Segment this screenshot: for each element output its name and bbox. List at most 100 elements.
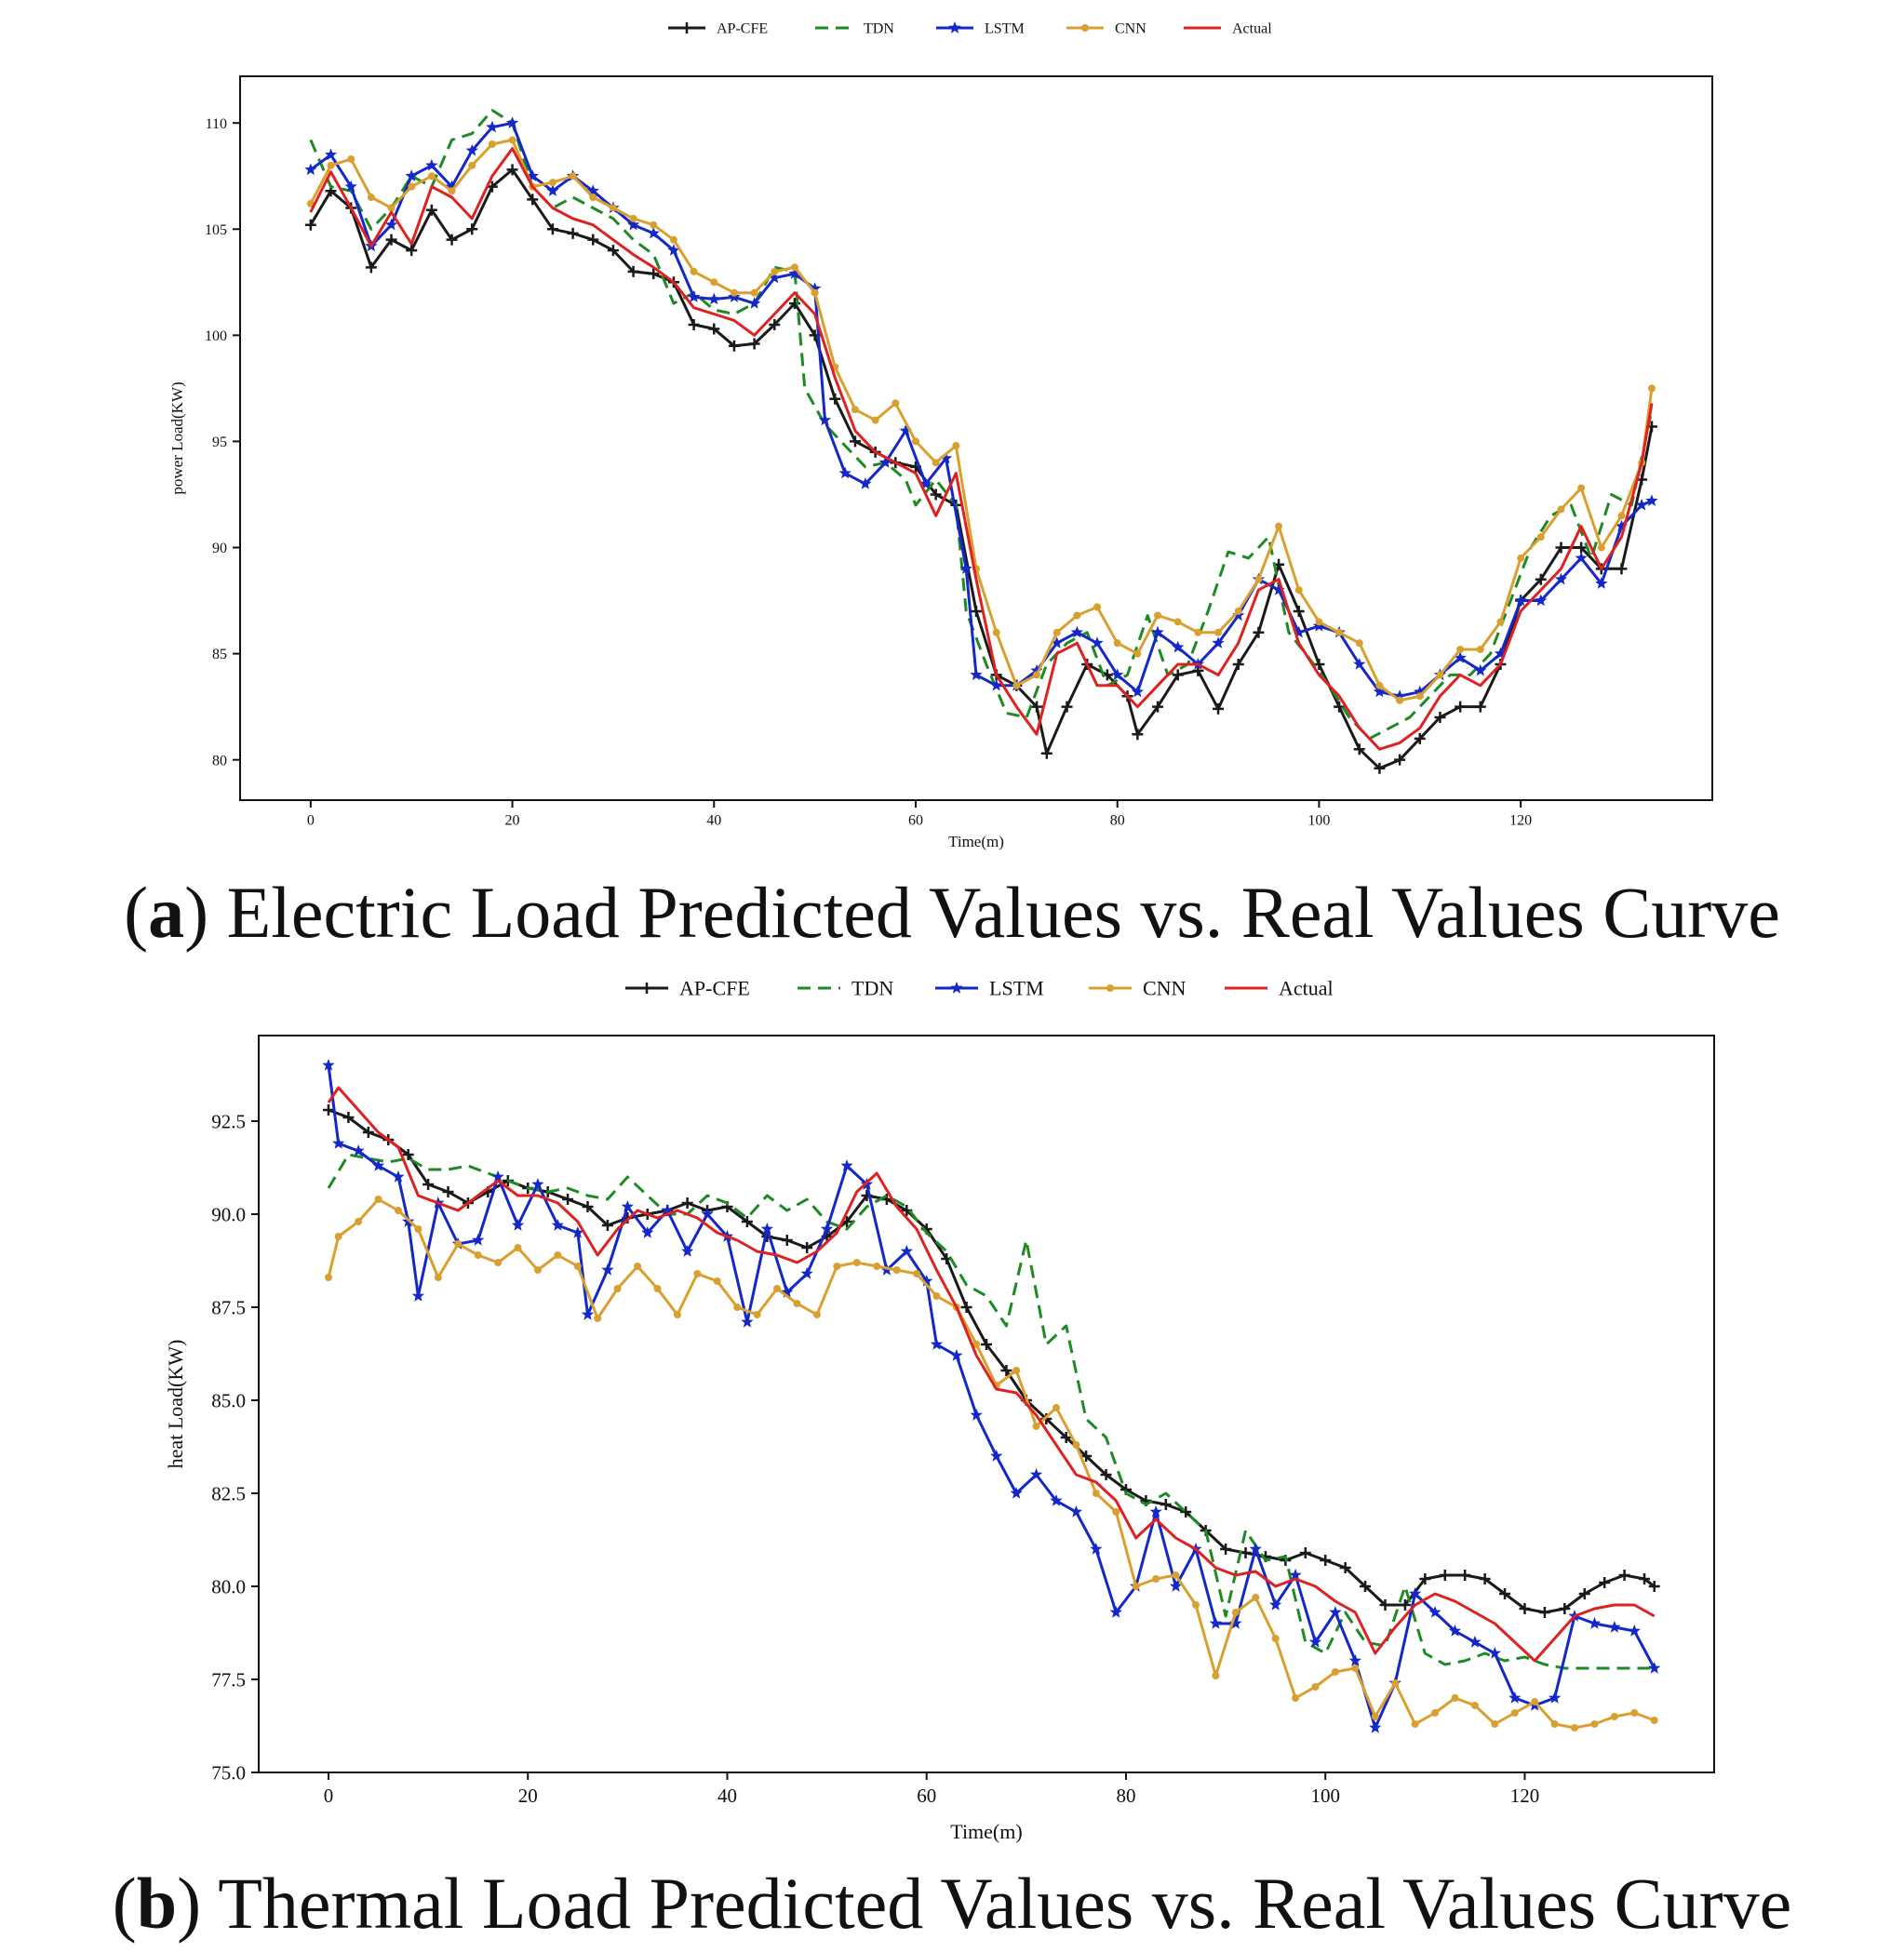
data-point-lstm bbox=[1393, 689, 1406, 702]
data-point-ap-cfe bbox=[971, 605, 982, 617]
data-point-cnn bbox=[1173, 618, 1182, 626]
data-point-cnn bbox=[374, 1196, 382, 1203]
legend-marker-ap-cfe bbox=[641, 983, 652, 994]
data-point-cnn bbox=[1092, 1490, 1100, 1497]
y-tick-label: 92.5 bbox=[211, 1110, 246, 1132]
data-point-lstm bbox=[1474, 663, 1487, 676]
legend-marker-cnn bbox=[1081, 24, 1089, 32]
data-point-ap-cfe bbox=[849, 435, 861, 448]
data-point-ap-cfe bbox=[567, 227, 579, 239]
data-point-ap-cfe bbox=[527, 194, 539, 206]
data-point-cnn bbox=[533, 1266, 542, 1274]
data-point-cnn bbox=[609, 204, 617, 212]
data-point-lstm bbox=[1151, 625, 1164, 638]
data-point-ap-cfe bbox=[425, 204, 437, 216]
data-point-cnn bbox=[327, 161, 335, 169]
x-tick-label: 40 bbox=[717, 1785, 737, 1807]
data-point-lstm bbox=[939, 451, 953, 464]
x-tick-label: 80 bbox=[1116, 1785, 1135, 1807]
data-point-lstm bbox=[1090, 1543, 1103, 1555]
data-point-cnn bbox=[1650, 1717, 1658, 1724]
data-point-lstm bbox=[859, 477, 872, 489]
x-tick-label: 20 bbox=[518, 1785, 538, 1807]
series-markers-cnn bbox=[324, 1196, 1658, 1731]
data-point-lstm bbox=[1373, 685, 1387, 698]
data-point-lstm bbox=[970, 668, 983, 681]
series-line-actual bbox=[327, 1086, 1656, 1663]
series-markers-cnn bbox=[306, 136, 1656, 704]
data-point-lstm bbox=[707, 292, 720, 305]
data-point-ap-cfe bbox=[1474, 701, 1486, 713]
data-point-cnn bbox=[1231, 1609, 1240, 1616]
data-point-lstm bbox=[1149, 1505, 1162, 1517]
data-point-lstm bbox=[970, 1409, 983, 1421]
data-point-ap-cfe bbox=[1374, 762, 1386, 774]
y-tick-label: 105 bbox=[205, 222, 227, 238]
data-point-ap-cfe bbox=[1031, 701, 1043, 713]
data-point-cnn bbox=[1254, 575, 1263, 583]
data-point-ap-cfe bbox=[728, 340, 740, 352]
data-point-cnn bbox=[1491, 1720, 1499, 1728]
data-point-cnn bbox=[992, 628, 1000, 636]
data-point-ap-cfe bbox=[1555, 541, 1567, 554]
data-point-lstm bbox=[1249, 1543, 1262, 1555]
data-point-lstm bbox=[531, 1178, 544, 1190]
data-point-lstm bbox=[1488, 1647, 1501, 1659]
data-point-lstm bbox=[384, 218, 398, 231]
data-point-ap-cfe bbox=[582, 1201, 594, 1212]
legend-label-tdn: TDN bbox=[851, 977, 893, 1000]
data-point-cnn bbox=[952, 441, 960, 449]
data-point-cnn bbox=[387, 204, 396, 212]
data-point-lstm bbox=[1169, 1580, 1183, 1592]
data-point-lstm bbox=[1454, 651, 1467, 663]
data-point-cnn bbox=[812, 1311, 821, 1318]
plot-frame bbox=[239, 75, 1713, 801]
data-point-ap-cfe bbox=[1232, 658, 1244, 670]
y-tick-label: 95 bbox=[212, 435, 227, 450]
data-point-cnn bbox=[1331, 1668, 1339, 1676]
data-point-cnn bbox=[1517, 554, 1525, 562]
legend-label-actual: Actual bbox=[1279, 977, 1334, 1000]
data-point-cnn bbox=[1113, 639, 1121, 648]
data-point-cnn bbox=[1436, 671, 1444, 679]
data-point-cnn bbox=[427, 172, 436, 180]
y-tick-label: 90.0 bbox=[211, 1203, 246, 1225]
data-point-lstm bbox=[332, 1137, 345, 1149]
data-point-cnn bbox=[1271, 1635, 1280, 1642]
data-point-ap-cfe bbox=[1213, 702, 1225, 715]
data-point-cnn bbox=[1132, 1583, 1140, 1590]
data-point-lstm bbox=[344, 180, 357, 193]
data-point-lstm bbox=[687, 290, 701, 302]
data-point-cnn bbox=[1191, 1601, 1200, 1609]
data-point-lstm bbox=[621, 1200, 634, 1212]
data-point-ap-cfe bbox=[322, 1104, 334, 1116]
data-point-lstm bbox=[1229, 1617, 1242, 1629]
data-point-lstm bbox=[741, 1316, 754, 1328]
data-point-lstm bbox=[1308, 1636, 1322, 1648]
data-point-ap-cfe bbox=[741, 1216, 753, 1227]
data-point-lstm bbox=[486, 120, 499, 133]
data-point-cnn bbox=[508, 136, 516, 144]
data-point-ap-cfe bbox=[1535, 573, 1547, 585]
caption-thermal-load: (b) Thermal Load Predicted Values vs. Re… bbox=[113, 1863, 1791, 1944]
data-point-lstm bbox=[1209, 1617, 1222, 1629]
data-point-ap-cfe bbox=[769, 318, 781, 330]
data-point-ap-cfe bbox=[1399, 1599, 1411, 1611]
data-point-cnn bbox=[873, 1263, 881, 1270]
data-point-ap-cfe bbox=[402, 1149, 414, 1160]
data-point-cnn bbox=[1214, 628, 1223, 636]
data-point-lstm bbox=[1272, 583, 1285, 595]
data-point-cnn bbox=[1053, 628, 1061, 636]
x-tick-label: 0 bbox=[307, 812, 315, 828]
data-point-ap-cfe bbox=[362, 1127, 374, 1138]
data-point-cnn bbox=[488, 140, 496, 149]
data-point-lstm bbox=[1645, 494, 1658, 506]
data-point-cnn bbox=[394, 1207, 402, 1214]
data-point-ap-cfe bbox=[1575, 541, 1588, 554]
legend-label-cnn: CNN bbox=[1143, 977, 1187, 1000]
series-markers-lstm bbox=[304, 116, 1658, 702]
data-point-ap-cfe bbox=[1360, 1581, 1372, 1592]
data-point-cnn bbox=[932, 459, 940, 467]
data-point-ap-cfe bbox=[1559, 1603, 1571, 1614]
